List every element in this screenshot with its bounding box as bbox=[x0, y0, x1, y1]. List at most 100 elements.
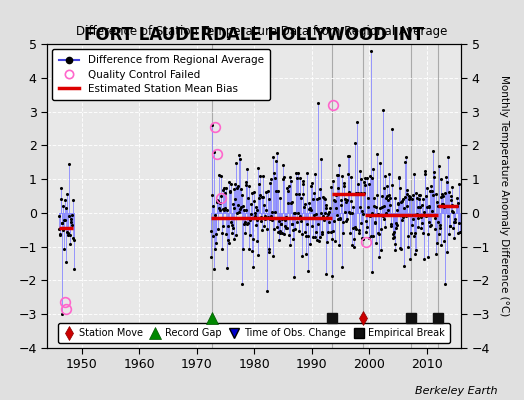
Point bbox=[331, 238, 340, 244]
Title: FORT LAUDERDALE HOLLYWOOD INT: FORT LAUDERDALE HOLLYWOOD INT bbox=[84, 26, 424, 44]
Point bbox=[386, 201, 395, 208]
Point bbox=[289, 227, 298, 234]
Point bbox=[57, 196, 66, 202]
Point bbox=[402, 187, 411, 193]
Point bbox=[252, 204, 260, 210]
Point bbox=[272, 150, 281, 156]
Point bbox=[369, 166, 378, 172]
Point bbox=[437, 194, 445, 200]
Point bbox=[434, 163, 443, 170]
Point bbox=[325, 215, 334, 222]
Point bbox=[314, 221, 323, 228]
Point bbox=[323, 239, 332, 246]
Point bbox=[65, 161, 73, 168]
Point bbox=[346, 210, 354, 216]
Point bbox=[306, 241, 314, 247]
Point bbox=[261, 207, 270, 213]
Point bbox=[67, 219, 75, 226]
Point bbox=[375, 254, 384, 260]
Point bbox=[393, 207, 401, 214]
Point bbox=[255, 195, 264, 201]
Point bbox=[390, 229, 398, 236]
Point bbox=[342, 217, 351, 224]
Point bbox=[343, 152, 352, 159]
Point bbox=[246, 216, 255, 223]
Point bbox=[415, 192, 423, 198]
Point bbox=[243, 166, 252, 173]
Point bbox=[321, 271, 330, 278]
Point bbox=[365, 235, 373, 242]
Point bbox=[263, 287, 271, 294]
Point bbox=[353, 118, 361, 125]
Point bbox=[336, 216, 344, 222]
Point bbox=[421, 193, 430, 199]
Point bbox=[212, 240, 221, 246]
Point bbox=[282, 225, 290, 231]
Point bbox=[329, 177, 337, 184]
Point bbox=[318, 229, 326, 235]
Point bbox=[231, 186, 239, 192]
Point bbox=[299, 178, 308, 185]
Point bbox=[209, 233, 217, 240]
Point bbox=[270, 209, 279, 216]
Point bbox=[328, 236, 336, 242]
Point bbox=[417, 225, 425, 231]
Point bbox=[447, 197, 455, 204]
Point bbox=[281, 222, 289, 229]
Point bbox=[258, 194, 266, 200]
Point bbox=[213, 197, 222, 203]
Point bbox=[381, 172, 390, 179]
Point bbox=[291, 225, 299, 232]
Point bbox=[219, 187, 227, 194]
Point bbox=[241, 230, 249, 236]
Point bbox=[227, 222, 236, 228]
Point bbox=[208, 122, 216, 128]
Point bbox=[59, 203, 68, 209]
Point bbox=[212, 231, 220, 237]
Point bbox=[427, 182, 435, 189]
Point bbox=[317, 155, 325, 162]
Point bbox=[381, 210, 390, 216]
Point bbox=[219, 206, 227, 212]
Point bbox=[420, 208, 428, 215]
Point bbox=[208, 228, 216, 234]
Point bbox=[302, 233, 311, 239]
Point bbox=[280, 231, 289, 237]
Point bbox=[373, 192, 381, 198]
Point bbox=[288, 198, 296, 205]
Point bbox=[60, 246, 68, 252]
Point bbox=[372, 204, 380, 210]
Point bbox=[286, 174, 294, 180]
Point bbox=[256, 192, 264, 199]
Point bbox=[384, 197, 392, 204]
Point bbox=[305, 205, 314, 211]
Point bbox=[337, 173, 346, 179]
Point bbox=[215, 204, 223, 211]
Point bbox=[424, 231, 432, 237]
Point bbox=[330, 196, 338, 203]
Point bbox=[433, 219, 442, 225]
Point bbox=[402, 212, 410, 219]
Point bbox=[419, 230, 428, 236]
Point bbox=[224, 237, 233, 244]
Point bbox=[233, 210, 242, 216]
Point bbox=[56, 232, 64, 238]
Point bbox=[429, 192, 438, 198]
Point bbox=[58, 311, 67, 318]
Point bbox=[343, 216, 351, 222]
Point bbox=[313, 196, 321, 202]
Point bbox=[324, 229, 332, 235]
Point bbox=[314, 100, 322, 106]
Point bbox=[449, 224, 457, 231]
Point bbox=[245, 246, 254, 252]
Point bbox=[308, 180, 316, 186]
Point bbox=[239, 246, 247, 252]
Point bbox=[290, 210, 299, 216]
Point bbox=[387, 223, 395, 229]
Point bbox=[345, 188, 353, 195]
Point bbox=[384, 206, 392, 213]
Point bbox=[351, 140, 359, 146]
Point bbox=[269, 253, 277, 260]
Point bbox=[210, 149, 218, 155]
Point bbox=[248, 248, 256, 254]
